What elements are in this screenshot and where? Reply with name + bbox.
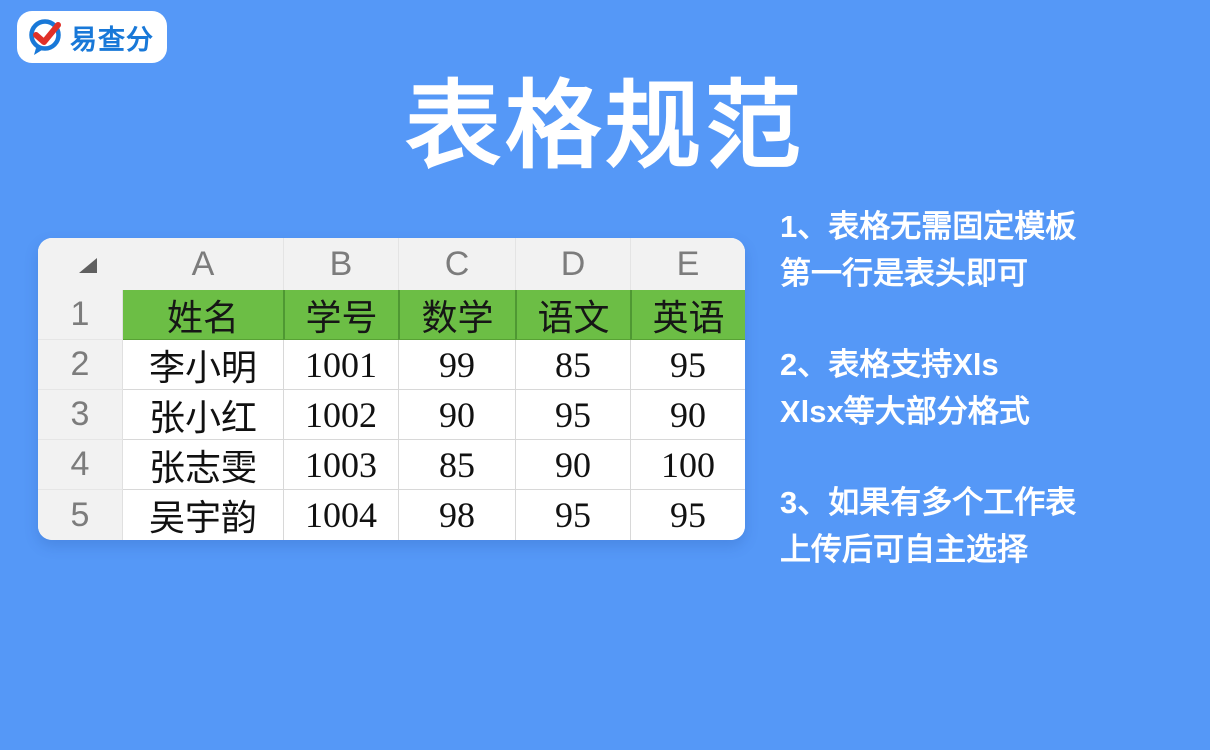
table-cell: 张小红 bbox=[123, 390, 283, 440]
table-cell: 100 bbox=[630, 440, 745, 490]
table-cell: 90 bbox=[630, 390, 745, 440]
table-cell: 吴宇韵 bbox=[123, 490, 283, 540]
table-cell: 张志雯 bbox=[123, 440, 283, 490]
check-bubble-icon bbox=[29, 19, 61, 55]
table-cell: 99 bbox=[398, 340, 515, 390]
tip-3-line-1: 3、如果有多个工作表 bbox=[780, 485, 1077, 520]
table-cell: 1001 bbox=[283, 340, 398, 390]
row-number: 4 bbox=[38, 440, 123, 490]
column-header-d: D bbox=[515, 238, 630, 290]
table-cell: 95 bbox=[515, 490, 630, 540]
column-header-c: C bbox=[398, 238, 515, 290]
spreadsheet: A B C D E 1 姓名 学号 数学 语文 英语 2 李小明 1001 99… bbox=[38, 238, 745, 540]
table-cell: 95 bbox=[630, 490, 745, 540]
header-cell: 姓名 bbox=[123, 290, 283, 340]
tip-2-line-1: 2、表格支持Xls bbox=[780, 347, 999, 382]
row-number: 5 bbox=[38, 490, 123, 540]
logo[interactable]: 易查分 bbox=[17, 11, 167, 63]
tip-2-line-2: Xlsx等大部分格式 bbox=[780, 394, 1030, 429]
table-cell: 90 bbox=[515, 440, 630, 490]
tip-1: 1、表格无需固定模板 第一行是表头即可 bbox=[780, 203, 1200, 297]
header-cell: 语文 bbox=[515, 290, 630, 340]
table-cell: 95 bbox=[515, 390, 630, 440]
table-cell: 李小明 bbox=[123, 340, 283, 390]
table-cell: 85 bbox=[398, 440, 515, 490]
tip-1-line-2: 第一行是表头即可 bbox=[780, 256, 1028, 291]
table-cell: 98 bbox=[398, 490, 515, 540]
table-cell: 95 bbox=[630, 340, 745, 390]
row-number: 1 bbox=[38, 290, 123, 340]
select-all-triangle-icon bbox=[78, 257, 97, 273]
row-number: 3 bbox=[38, 390, 123, 440]
page-title: 表格规范 bbox=[405, 73, 805, 180]
column-header-a: A bbox=[123, 238, 283, 290]
select-all-corner bbox=[38, 238, 123, 290]
header-cell: 数学 bbox=[398, 290, 515, 340]
logo-text: 易查分 bbox=[70, 24, 154, 55]
table-cell: 85 bbox=[515, 340, 630, 390]
header-cell: 学号 bbox=[283, 290, 398, 340]
row-number: 2 bbox=[38, 340, 123, 390]
column-header-b: B bbox=[283, 238, 398, 290]
column-header-e: E bbox=[630, 238, 745, 290]
tip-3-line-2: 上传后可自主选择 bbox=[780, 532, 1028, 567]
tip-2: 2、表格支持Xls Xlsx等大部分格式 bbox=[780, 341, 1200, 435]
table-cell: 1002 bbox=[283, 390, 398, 440]
tip-3: 3、如果有多个工作表 上传后可自主选择 bbox=[780, 479, 1200, 573]
table-cell: 1003 bbox=[283, 440, 398, 490]
tip-1-line-1: 1、表格无需固定模板 bbox=[780, 209, 1077, 244]
table-cell: 1004 bbox=[283, 490, 398, 540]
table-cell: 90 bbox=[398, 390, 515, 440]
header-cell: 英语 bbox=[630, 290, 745, 340]
tips-list: 1、表格无需固定模板 第一行是表头即可 2、表格支持Xls Xlsx等大部分格式… bbox=[780, 203, 1200, 617]
